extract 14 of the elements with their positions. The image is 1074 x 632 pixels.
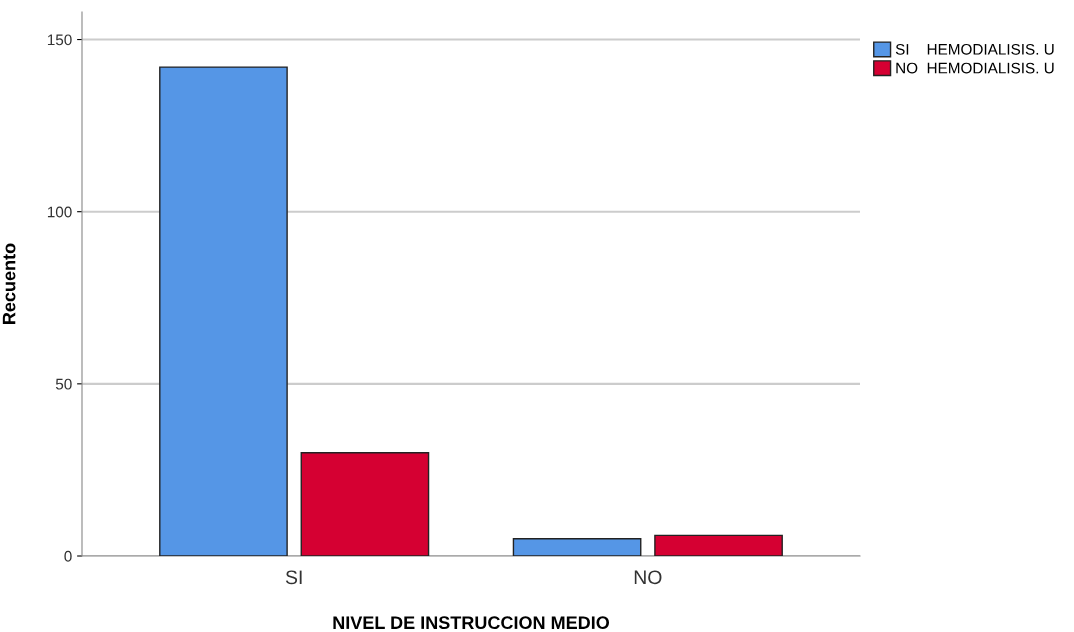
y-tick-label: 0 [64, 550, 72, 562]
bar [300, 452, 430, 556]
x-tick-label: NO [634, 570, 662, 585]
y-axis-title: Recuento [2, 243, 16, 324]
x-tick-label: SI [285, 570, 302, 585]
y-tick-label: 50 [55, 378, 72, 390]
legend-label: NO HEMODIALISIS. U [896, 62, 1054, 74]
bar [159, 66, 288, 556]
legend-label: SI HEMODIALISIS. U [895, 43, 1054, 55]
y-tick-label: 150 [47, 34, 72, 46]
bar [512, 538, 642, 556]
x-axis-title: NIVEL DE INSTRUCCION MEDIO [333, 616, 610, 630]
bar [654, 534, 783, 556]
y-tick-label: 100 [47, 206, 72, 218]
